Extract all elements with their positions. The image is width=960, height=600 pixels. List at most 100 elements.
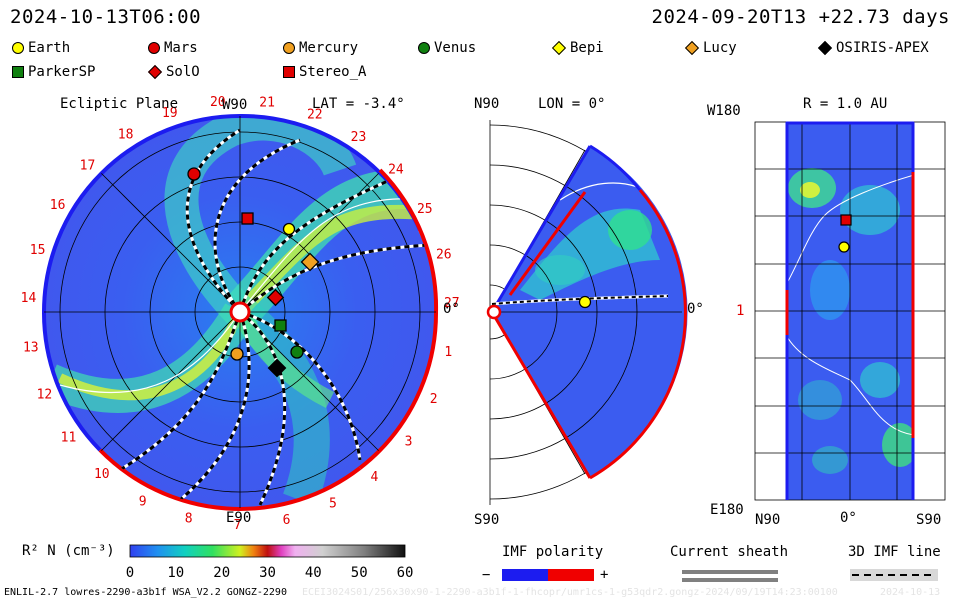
legend-label: Venus — [434, 40, 477, 56]
model-footer: ENLIL-2.7 lowres-2290-a3b1f WSA_V2.2 GON… — [4, 587, 287, 598]
earth-marker — [282, 222, 296, 236]
map-bottom-left-label: E180 — [710, 502, 744, 518]
legend-mars: Mars — [148, 40, 198, 56]
legend-label: Stereo_A — [299, 64, 367, 80]
meridional-bottom-label: S90 — [474, 512, 500, 528]
solo-marker — [266, 288, 285, 307]
lucy-marker — [300, 252, 320, 272]
map-panel — [754, 121, 946, 501]
colorbar-ticks: 0 10 20 30 40 50 60 — [126, 565, 414, 581]
ecliptic-right-label: 0° — [443, 301, 460, 317]
map-bottom-s90: S90 — [916, 512, 942, 528]
carrington-day-label: 16 — [50, 198, 66, 213]
mars-marker — [187, 167, 201, 181]
imf-polarity-minus: − — [482, 567, 491, 583]
legend-stereo-a: Stereo_A — [283, 64, 366, 80]
meridional-panel — [486, 120, 688, 505]
circle-marker-icon — [12, 42, 24, 54]
colorbar-tick-label: 60 — [397, 565, 414, 581]
density-colorbar — [129, 544, 406, 558]
legend-earth: Earth — [12, 40, 70, 56]
circle-marker-icon — [283, 42, 295, 54]
imf-line-title: 3D IMF line — [848, 544, 941, 560]
carrington-day-label: 2 — [430, 392, 438, 407]
legend-label: Lucy — [703, 40, 737, 56]
carrington-day-label: 27 — [444, 296, 460, 311]
mercury-marker — [230, 347, 244, 361]
ecliptic-body-markers — [187, 167, 320, 378]
carrington-day-label: 15 — [30, 243, 46, 258]
carrington-day-label: 14 — [21, 291, 37, 306]
map-mid-left-label: 1 — [736, 303, 745, 319]
carrington-day-label: 4 — [370, 470, 378, 485]
legend-mercury: Mercury — [283, 40, 358, 56]
legend-label: Mars — [164, 40, 198, 56]
meridional-right-label: 0° — [687, 301, 704, 317]
carrington-day-label: 18 — [118, 128, 134, 143]
ecliptic-bottom-label: E90 — [226, 510, 252, 526]
carrington-day-label: 21 — [259, 96, 275, 111]
parkersp-marker — [274, 319, 287, 332]
carrington-day-label: 13 — [23, 340, 39, 355]
carrington-day-label: 20 — [210, 95, 226, 110]
imf-polarity-plus: + — [600, 567, 609, 583]
current-sheath-sample — [682, 570, 778, 574]
imf-polarity-title: IMF polarity — [502, 544, 604, 560]
run-id-footer: ECEI3024S01/256x30x90-1-2290-a3b1f-1-fhc… — [302, 587, 838, 598]
meridional-top-label: N90 — [474, 96, 500, 112]
carrington-day-label: 25 — [417, 202, 433, 217]
run-start-time: 2024-09-20T13 +22.73 days — [651, 6, 950, 28]
simulation-time: 2024-10-13T06:00 — [10, 6, 202, 28]
map-bottom-0: 0° — [840, 510, 857, 526]
legend-osiris-apex: OSIRIS-APEX — [817, 40, 929, 56]
carrington-day-label: 1 — [444, 345, 452, 360]
colorbar-tick-label: 10 — [167, 565, 184, 581]
legend-label: Mercury — [299, 40, 359, 56]
stereo-a-marker — [241, 212, 254, 225]
legend-label: ParkerSP — [28, 64, 96, 80]
map-top-left-label: W180 — [707, 103, 741, 119]
carrington-day-labels: 20 21222324252627123456789101112131415161… — [21, 95, 460, 533]
colorbar-tick-label: 0 — [126, 565, 134, 581]
legend-label: Earth — [28, 40, 71, 56]
legend-lucy: Lucy — [684, 40, 737, 56]
circle-marker-icon — [418, 42, 430, 54]
sun-marker — [229, 301, 251, 323]
square-marker-icon — [283, 66, 295, 78]
colorbar-tick-label: 50 — [351, 565, 368, 581]
carrington-day-label: 6 — [283, 513, 291, 528]
carrington-day-label: 22 — [307, 108, 323, 123]
carrington-day-label: 19 — [162, 106, 178, 121]
legend-label: Bepi — [570, 40, 604, 56]
carrington-day-label: 23 — [351, 130, 367, 145]
carrington-day-label: 5 — [329, 497, 337, 512]
imf-polarity-negative — [502, 569, 548, 581]
ecliptic-top-label: W90 — [222, 97, 248, 113]
carrington-day-label: 11 — [61, 431, 77, 446]
colorbar-tick-label: 30 — [259, 565, 276, 581]
carrington-day-label: 8 — [185, 512, 193, 527]
legend-label: OSIRIS-APEX — [836, 40, 929, 56]
ecliptic-title: Ecliptic Plane — [60, 96, 179, 112]
colorbar-tick-label: 40 — [305, 565, 322, 581]
stereo-a-marker-map — [840, 214, 852, 226]
ecliptic-plane-panel — [41, 113, 439, 511]
legend-venus: Venus — [418, 40, 476, 56]
carrington-day-label: 17 — [80, 159, 96, 174]
osiris-apex-marker — [267, 358, 287, 378]
colorbar-label: R² N (cm⁻³) — [22, 543, 115, 559]
map-bottom-n90: N90 — [755, 512, 781, 528]
legend-parkersp: ParkerSP — [12, 64, 95, 80]
earth-marker-map — [838, 241, 850, 253]
legend-bepi: Bepi — [551, 40, 604, 56]
date-footer: 2024-10-13 — [880, 587, 941, 598]
latitude-label: LAT = -3.4° — [312, 96, 405, 112]
legend-label: SolO — [166, 64, 200, 80]
square-marker-icon — [12, 66, 24, 78]
colorbar-tick-label: 20 — [213, 565, 230, 581]
carrington-day-label: 10 — [94, 467, 110, 482]
carrington-day-label: 3 — [405, 435, 413, 450]
carrington-day-label: 24 — [388, 162, 404, 177]
carrington-day-label: 26 — [436, 248, 452, 263]
venus-marker — [290, 345, 304, 359]
